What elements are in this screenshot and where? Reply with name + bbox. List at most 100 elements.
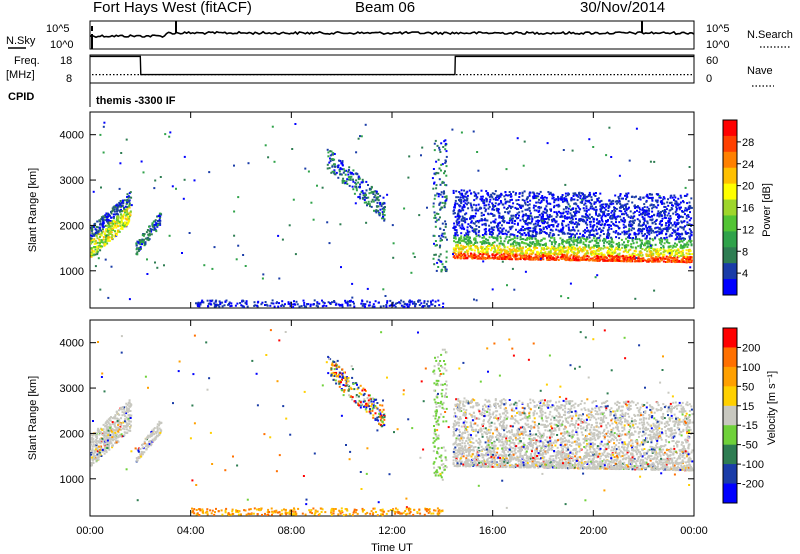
data-cell <box>631 246 634 249</box>
data-cell <box>618 227 621 230</box>
data-cell <box>294 253 297 256</box>
data-cell <box>526 208 529 211</box>
data-cell <box>551 252 554 255</box>
data-cell <box>640 232 643 235</box>
data-cell <box>628 253 631 256</box>
data-cell <box>635 195 637 198</box>
data-cell <box>367 200 370 203</box>
data-cell <box>640 228 643 231</box>
data-cell <box>635 247 638 250</box>
data-cell <box>354 185 357 188</box>
colorbar-swatch <box>723 199 737 216</box>
data-cell <box>511 205 514 208</box>
data-cell <box>682 226 685 229</box>
data-cell <box>539 254 542 257</box>
data-cell <box>435 212 438 215</box>
data-cell <box>540 251 542 254</box>
data-cell <box>508 210 511 213</box>
data-cell <box>632 242 635 245</box>
data-cell <box>588 234 591 237</box>
data-cell <box>588 230 591 233</box>
data-cell <box>197 303 200 306</box>
data-cell <box>505 249 508 252</box>
data-cell <box>569 282 572 285</box>
data-cell <box>501 260 504 263</box>
data-cell <box>344 173 347 176</box>
data-cell <box>566 212 569 215</box>
data-cell <box>625 237 628 240</box>
data-cell <box>144 242 147 245</box>
data-cell <box>574 234 577 237</box>
data-cell <box>344 299 347 302</box>
data-cell <box>502 215 505 218</box>
data-cell <box>626 214 629 217</box>
data-cell <box>129 429 132 432</box>
data-cell <box>435 171 438 174</box>
data-cell <box>472 203 475 206</box>
data-cell <box>644 210 647 213</box>
data-cell <box>667 249 670 252</box>
data-cell <box>534 258 537 261</box>
data-cell <box>575 221 578 224</box>
data-cell <box>96 232 99 235</box>
data-cell <box>517 222 519 225</box>
data-cell <box>599 210 602 213</box>
data-cell <box>628 233 631 236</box>
data-cell <box>548 226 551 229</box>
data-cell <box>376 201 379 204</box>
data-cell <box>168 234 171 237</box>
data-cell <box>100 218 103 220</box>
data-cell <box>569 248 572 250</box>
data-cell <box>346 303 349 305</box>
data-cell <box>643 219 646 222</box>
data-cell <box>580 256 582 259</box>
data-cell <box>328 167 331 170</box>
data-cell <box>443 190 445 193</box>
data-cell <box>654 227 657 230</box>
data-cell <box>316 302 319 305</box>
data-cell <box>461 215 464 218</box>
data-cell <box>582 243 585 245</box>
data-cell <box>457 222 460 225</box>
data-cell <box>94 248 97 251</box>
data-cell <box>460 219 463 222</box>
data-cell <box>633 231 636 234</box>
data-cell <box>498 249 501 252</box>
data-cell <box>501 215 503 218</box>
data-cell <box>121 414 124 417</box>
data-cell <box>355 187 358 190</box>
data-cell <box>99 223 101 226</box>
data-cell <box>106 212 109 215</box>
data-cell <box>90 237 93 240</box>
data-cell <box>235 258 238 261</box>
data-cell <box>627 244 630 247</box>
data-cell <box>669 215 672 217</box>
data-cell <box>514 253 517 256</box>
data-cell <box>612 230 615 233</box>
data-cell <box>199 302 202 305</box>
data-cell <box>638 219 641 222</box>
data-cell <box>480 189 483 192</box>
data-cell <box>516 246 519 249</box>
data-cell <box>647 232 650 235</box>
data-cell <box>109 214 111 217</box>
data-cell <box>148 225 150 228</box>
data-cell <box>643 244 645 247</box>
data-cell <box>459 192 462 195</box>
data-cell <box>544 244 547 247</box>
data-cell <box>637 253 640 256</box>
data-cell <box>643 227 646 230</box>
data-cell <box>671 260 674 263</box>
data-cell <box>600 224 603 227</box>
data-cell <box>518 192 521 195</box>
data-cell <box>126 222 129 225</box>
data-cell <box>463 189 466 192</box>
data-cell <box>586 223 589 226</box>
data-cell <box>575 207 577 210</box>
data-cell <box>571 207 574 210</box>
data-cell <box>509 217 511 220</box>
data-cell <box>676 229 679 232</box>
data-cell <box>303 305 306 308</box>
data-cell <box>126 196 129 198</box>
data-cell <box>661 240 663 243</box>
